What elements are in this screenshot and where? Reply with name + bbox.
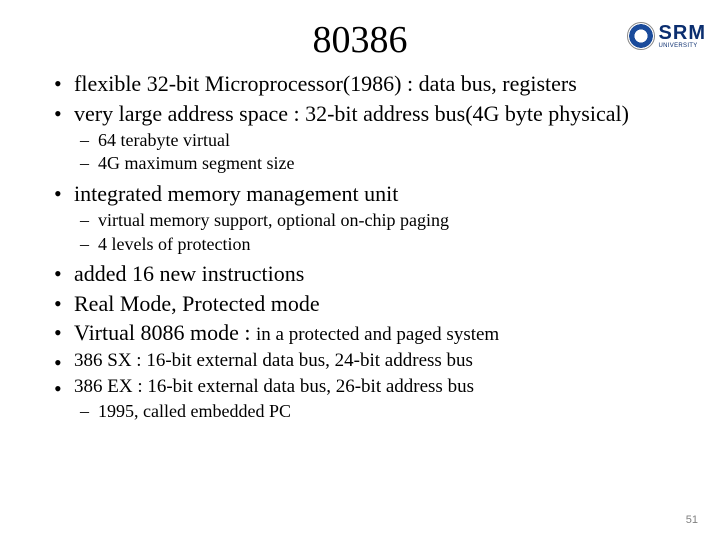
bullet-4: added 16 new instructions (74, 260, 680, 288)
bullet-8: 386 EX : 16-bit external data bus, 26-bi… (74, 375, 680, 424)
bullet-3-sub-2: 4 levels of protection (98, 233, 680, 256)
bullet-2-text: very large address space : 32-bit addres… (74, 101, 629, 126)
logo-text: SRM UNIVERSITY (659, 23, 706, 49)
logo-sub-text: UNIVERSITY (659, 43, 706, 49)
bullet-1: flexible 32-bit Microprocessor(1986) : d… (74, 70, 680, 98)
bullet-6-text-a: Virtual 8086 mode : (74, 320, 256, 345)
bullet-8-sublist: 1995, called embedded PC (74, 400, 680, 423)
bullet-8-sub-1: 1995, called embedded PC (98, 400, 680, 423)
logo-seal-icon (627, 22, 655, 50)
page-number: 51 (686, 514, 698, 526)
bullet-3-sublist: virtual memory support, optional on-chip… (74, 209, 680, 256)
bullet-3-text: integrated memory management unit (74, 181, 398, 206)
bullet-2: very large address space : 32-bit addres… (74, 100, 680, 176)
bullet-6-text-b: in a protected and paged system (256, 324, 499, 345)
bullet-6: Virtual 8086 mode : in a protected and p… (74, 319, 680, 347)
university-logo: SRM UNIVERSITY (627, 22, 706, 50)
bullet-2-sub-1: 64 terabyte virtual (98, 129, 680, 152)
bullet-7: 386 SX : 16-bit external data bus, 24-bi… (74, 349, 680, 373)
bullet-3: integrated memory management unit virtua… (74, 180, 680, 256)
bullet-2-sub-2: 4G maximum segment size (98, 152, 680, 175)
bullet-5: Real Mode, Protected mode (74, 290, 680, 318)
logo-main-text: SRM (659, 23, 706, 43)
bullet-list: flexible 32-bit Microprocessor(1986) : d… (40, 70, 680, 424)
bullet-2-sublist: 64 terabyte virtual 4G maximum segment s… (74, 129, 680, 176)
bullet-3-sub-1: virtual memory support, optional on-chip… (98, 209, 680, 232)
bullet-8-text: 386 EX : 16-bit external data bus, 26-bi… (74, 376, 474, 397)
slide-title: 80386 (40, 18, 680, 62)
